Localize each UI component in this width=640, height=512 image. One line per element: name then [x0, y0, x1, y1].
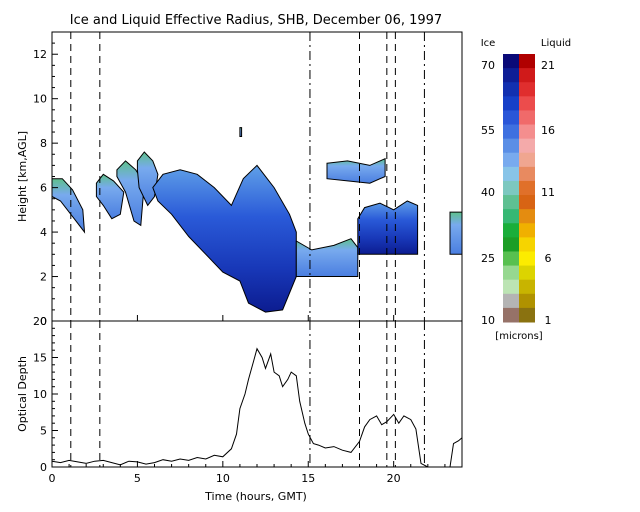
colorbar-liquid-tick-label: 11 — [541, 186, 555, 199]
colorbar-ice-swatch — [503, 279, 519, 295]
optical-depth-line — [51, 347, 463, 468]
cloud-region-7 — [357, 200, 419, 255]
colorbar-liquid-swatch — [519, 223, 535, 238]
bottom-y-tick-label: 0 — [40, 461, 47, 474]
bottom-y-tick-label: 5 — [40, 425, 47, 438]
colorbar-ice-tick-label: 10 — [481, 314, 495, 327]
colorbar-ice-swatch — [503, 293, 519, 309]
colorbar-ice-swatch — [503, 180, 519, 196]
colorbar-ice-swatch — [503, 223, 519, 238]
bottom-x-tick-label: 0 — [49, 472, 56, 485]
colorbar-ice-swatch — [503, 54, 519, 69]
colorbar-ice-swatch — [503, 82, 519, 97]
colorbar-liquid-tick-label: 1 — [545, 314, 552, 327]
colorbar-ice-swatch — [503, 195, 519, 210]
colorbar-liquid-tick-label: 21 — [541, 59, 555, 72]
colorbar-ice-swatch — [503, 307, 519, 323]
colorbar-ice-tick-label: 25 — [481, 252, 495, 265]
colorbar-liquid-swatch — [519, 152, 535, 168]
top-y-tick-label: 6 — [40, 182, 47, 195]
colorbar-ice-tick-label: 55 — [481, 124, 495, 137]
colorbar-liquid-swatch — [519, 307, 535, 323]
colorbar-liquid-swatch — [519, 138, 535, 154]
bottom-y-tick-label: 10 — [33, 388, 47, 401]
bottom-plot-frame — [51, 320, 463, 468]
cloud-region-3 — [116, 160, 145, 227]
cloud-region-2 — [95, 173, 125, 220]
top-y-tick-label: 0 — [40, 315, 47, 328]
colorbar-ice-swatch — [503, 138, 519, 154]
colorbar-liquid-swatch — [519, 68, 535, 83]
colorbar-ice-swatch — [503, 124, 519, 140]
colorbar-ice-swatch — [503, 68, 519, 83]
bottom-x-tick-label: 5 — [134, 472, 141, 485]
chart-title: Ice and Liquid Effective Radius, SHB, De… — [70, 13, 442, 28]
cloud-region-6 — [295, 238, 359, 277]
colorbar-liquid-swatch — [519, 209, 535, 224]
colorbar-liquid-swatch — [519, 166, 535, 182]
colorbar-liquid-swatch — [519, 54, 535, 69]
colorbar-ice-swatch — [503, 265, 519, 281]
top-y-tick-label: 4 — [40, 226, 47, 239]
colorbar-liquid-tick-label: 16 — [541, 124, 555, 137]
top-y-tick-label: 10 — [33, 93, 47, 106]
bottom-y-tick-label: 15 — [33, 352, 47, 365]
colorbar-liquid-swatch — [519, 195, 535, 210]
cloud-region-8 — [326, 157, 386, 184]
cloud-region-9 — [449, 211, 462, 255]
colorbar-ice-swatch — [503, 96, 519, 111]
cloud-region-4 — [136, 151, 159, 207]
bottom-y-tick-label: 20 — [33, 315, 47, 328]
colorbar-units-label: [microns] — [495, 331, 542, 342]
colorbar-ice-swatch — [503, 110, 519, 126]
cloud-region-1 — [52, 178, 86, 234]
colorbar-liquid-swatch — [519, 251, 535, 267]
colorbar-liquid-label: Liquid — [541, 38, 571, 49]
bottom-x-tick-label: 10 — [216, 472, 230, 485]
top-y-axis-label: Height [km,AGL] — [16, 131, 29, 222]
colorbar-liquid-swatch — [519, 279, 535, 295]
bottom-y-axis-label: Optical Depth — [16, 356, 29, 432]
colorbar-ice-swatch — [503, 152, 519, 168]
colorbar-liquid-swatch — [519, 237, 535, 252]
colorbar-ice-swatch — [503, 209, 519, 224]
bottom-x-tick-label: 15 — [301, 472, 315, 485]
colorbar-ice-label: Ice — [481, 38, 496, 49]
radius-plot: 0 2 4 6 8 10 12 — [33, 31, 463, 328]
cloud-region-5 — [152, 164, 297, 313]
colorbar: 70 55 40 25 10 21 16 11 6 1 — [481, 54, 555, 327]
colorbar-liquid-swatch — [519, 265, 535, 281]
x-axis-label: Time (hours, GMT) — [204, 490, 307, 503]
bottom-x-tick-label: 20 — [387, 472, 401, 485]
colorbar-ice-tick-label: 40 — [481, 186, 495, 199]
colorbar-liquid-swatch — [519, 124, 535, 140]
colorbar-liquid-tick-label: 6 — [545, 252, 552, 265]
colorbar-ice-swatch — [503, 166, 519, 182]
colorbar-liquid-swatch — [519, 293, 535, 309]
colorbar-liquid-swatch — [519, 110, 535, 126]
colorbar-liquid-swatch — [519, 82, 535, 97]
colorbar-ice-swatch — [503, 251, 519, 267]
top-y-tick-label: 12 — [33, 48, 47, 61]
colorbar-ice-swatch — [503, 237, 519, 252]
top-y-tick-label: 2 — [40, 271, 47, 284]
colorbar-liquid-swatch — [519, 96, 535, 111]
top-y-tick-label: 8 — [40, 137, 47, 150]
cloud-region-10 — [239, 127, 243, 137]
colorbar-liquid-swatch — [519, 180, 535, 196]
colorbar-ice-tick-label: 70 — [481, 59, 495, 72]
